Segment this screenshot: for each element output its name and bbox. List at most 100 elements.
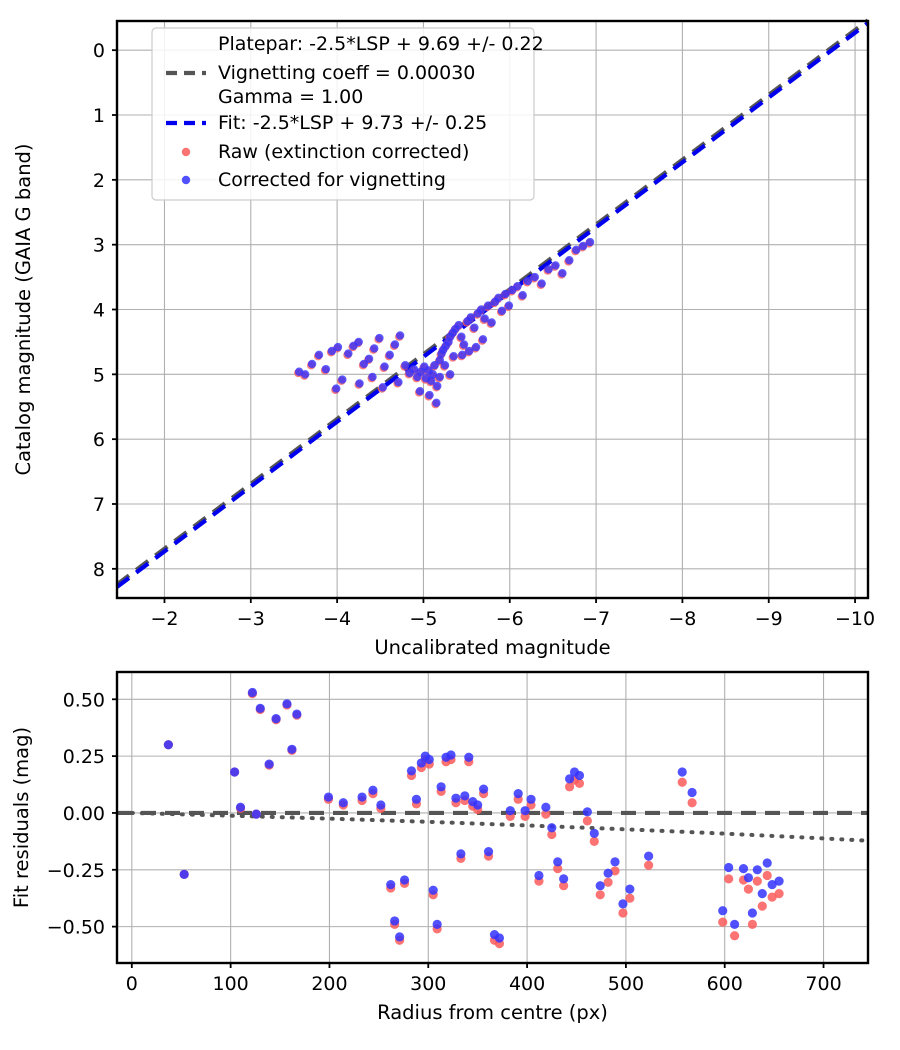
top-xtick-label: −2 (150, 608, 178, 630)
data-point (565, 256, 574, 265)
data-point (385, 350, 394, 360)
data-point (307, 359, 317, 369)
data-point (428, 885, 438, 895)
data-point (564, 782, 575, 792)
top-ytick-label: 1 (93, 105, 105, 127)
data-point (300, 370, 310, 379)
data-point (752, 865, 762, 875)
data-point (767, 892, 777, 902)
data-point (427, 376, 436, 386)
bottom-xtick-label: 100 (213, 973, 249, 995)
data-point (559, 874, 569, 884)
legend-entry-label: Platepar: -2.5*LSP + 9.69 +/- 0.22 (218, 33, 544, 55)
top-xtick-label: −3 (237, 608, 265, 630)
data-point (355, 379, 364, 388)
data-point (644, 851, 654, 861)
data-point (406, 766, 417, 776)
data-point (644, 860, 654, 870)
data-point (762, 870, 772, 881)
top-corrected-points (294, 237, 595, 408)
data-point (247, 687, 257, 698)
data-point (730, 919, 740, 929)
data-point (743, 884, 754, 894)
data-point (513, 281, 522, 291)
legend: Platepar: -2.5*LSP + 9.69 +/- 0.22 Vignet… (151, 27, 544, 201)
data-point (430, 361, 439, 370)
top-ytick-label: 3 (93, 235, 105, 257)
data-point (446, 370, 455, 379)
legend-entry-label: Fit: -2.5*LSP + 9.73 +/- 0.25 (218, 112, 487, 134)
data-point (368, 372, 377, 382)
data-point (411, 794, 422, 804)
data-point (534, 870, 544, 881)
bottom-xtick-label: 500 (608, 973, 644, 995)
data-point (595, 881, 605, 891)
data-point (757, 901, 767, 911)
data-point (578, 241, 588, 251)
bottom-xtick-label: 600 (707, 973, 743, 995)
data-point (368, 785, 378, 795)
data-point (435, 355, 445, 365)
data-point (724, 874, 734, 884)
data-point (440, 361, 450, 370)
data-point (767, 879, 777, 890)
data-point (415, 386, 425, 396)
data-point (625, 893, 635, 903)
data-point (287, 744, 297, 754)
top-yaxis-label: Catalog magnitude (GAIA G band) (12, 143, 35, 475)
data-point (494, 293, 503, 303)
top-xtick-label: −7 (582, 608, 610, 630)
data-point (480, 314, 489, 323)
bottom-xtick-label: 300 (410, 973, 446, 995)
data-point (432, 398, 441, 408)
data-point (747, 908, 757, 918)
data-point (541, 802, 551, 812)
data-point (520, 806, 530, 816)
bottom-xtick-label: 400 (509, 973, 545, 995)
data-point (574, 778, 585, 789)
top-ytick-label: 7 (93, 494, 105, 516)
bottom-plot-background (117, 672, 868, 963)
data-point (774, 876, 784, 886)
data-point (271, 714, 281, 724)
data-point (428, 370, 438, 379)
data-point (730, 931, 740, 941)
data-point (394, 377, 403, 387)
data-point (618, 908, 628, 918)
data-point (163, 740, 173, 750)
data-point (179, 869, 189, 879)
data-point (625, 884, 635, 894)
data-point (323, 792, 334, 802)
legend-entry-label: Corrected for vignetting (218, 169, 446, 191)
data-point (501, 289, 510, 299)
data-point (585, 237, 595, 247)
data-point (582, 816, 592, 826)
data-point (589, 828, 599, 839)
data-point (458, 350, 467, 360)
data-point (518, 291, 527, 300)
bottom-ytick-label: 0.00 (63, 803, 105, 825)
data-point (582, 807, 592, 817)
data-point (470, 323, 479, 332)
top-xtick-label: −10 (835, 608, 875, 630)
data-point (332, 384, 341, 393)
bottom-xtick-label: 700 (805, 973, 841, 995)
data-point (344, 349, 353, 358)
data-point (718, 906, 728, 916)
data-point (466, 313, 476, 322)
bottom-yaxis-label: Fit residuals (mag) (10, 727, 33, 908)
data-point (603, 868, 613, 878)
data-point (327, 346, 337, 356)
data-point (504, 301, 514, 310)
top-plot-frame (115, 19, 870, 600)
top-xtick-label: −4 (323, 608, 351, 630)
data-point (399, 875, 410, 885)
data-point (747, 919, 757, 929)
data-point (255, 703, 265, 713)
data-point (395, 331, 405, 340)
bottom-plot-frame (115, 670, 870, 965)
data-point (572, 245, 581, 255)
data-point (424, 754, 434, 765)
top-xtick-label: −8 (668, 608, 696, 630)
